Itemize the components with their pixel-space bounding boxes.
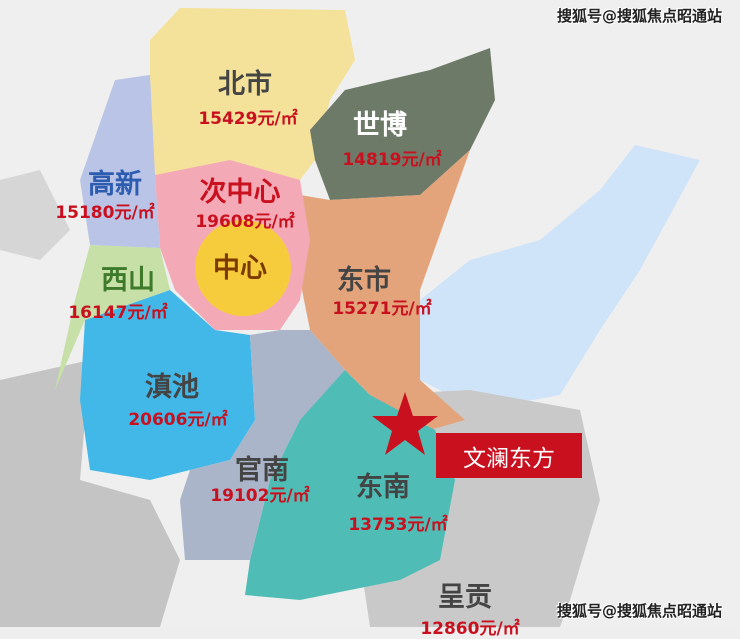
district-price-gaoxin: 15180元/㎡ bbox=[55, 203, 155, 223]
outer-gray-area bbox=[0, 360, 180, 627]
district-name-zhongxin: 中心 bbox=[213, 253, 267, 284]
district-price-shibo: 14819元/㎡ bbox=[342, 150, 442, 170]
region-xishan bbox=[55, 245, 170, 390]
district-name-dongnan: 东南 bbox=[356, 472, 410, 503]
district-price-beishi: 15429元/㎡ bbox=[198, 109, 298, 129]
lake bbox=[420, 145, 700, 410]
project-label: 文澜东方 bbox=[436, 433, 582, 478]
district-name-shibo: 世博 bbox=[353, 110, 407, 141]
district-name-gaoxin: 高新 bbox=[88, 169, 142, 200]
district-price-dianchi: 20606元/㎡ bbox=[128, 410, 228, 430]
region-guannan bbox=[180, 330, 345, 560]
district-name-dongshi: 东市 bbox=[337, 265, 391, 296]
region-beishi bbox=[150, 8, 355, 180]
district-name-beishi: 北市 bbox=[218, 69, 272, 100]
region-shibo bbox=[310, 48, 495, 200]
district-name-guannan: 官南 bbox=[235, 455, 289, 486]
watermark-top: 搜狐号@搜狐焦点昭通站 bbox=[557, 7, 723, 25]
district-name-chenggong: 呈贡 bbox=[438, 582, 492, 613]
region-dongshi bbox=[300, 150, 470, 430]
watermark-bottom: 搜狐号@搜狐焦点昭通站 bbox=[557, 602, 723, 620]
region-dianchi bbox=[80, 290, 255, 480]
district-price-dongnan: 13753元/㎡ bbox=[348, 515, 448, 535]
district-name-cizhongxin: 次中心 bbox=[199, 177, 281, 208]
district-price-guannan: 19102元/㎡ bbox=[210, 486, 310, 506]
outer-gray-area-2 bbox=[0, 170, 70, 260]
star-icon bbox=[372, 392, 438, 455]
region-gaoxin bbox=[80, 75, 160, 248]
district-price-cizhongxin: 19608元/㎡ bbox=[195, 212, 295, 232]
region-zhongxin bbox=[195, 220, 291, 316]
district-name-xishan: 西山 bbox=[101, 265, 155, 296]
district-price-dongshi: 15271元/㎡ bbox=[332, 299, 432, 319]
district-name-dianchi: 滇池 bbox=[145, 372, 199, 403]
district-price-xishan: 16147元/㎡ bbox=[68, 303, 168, 323]
